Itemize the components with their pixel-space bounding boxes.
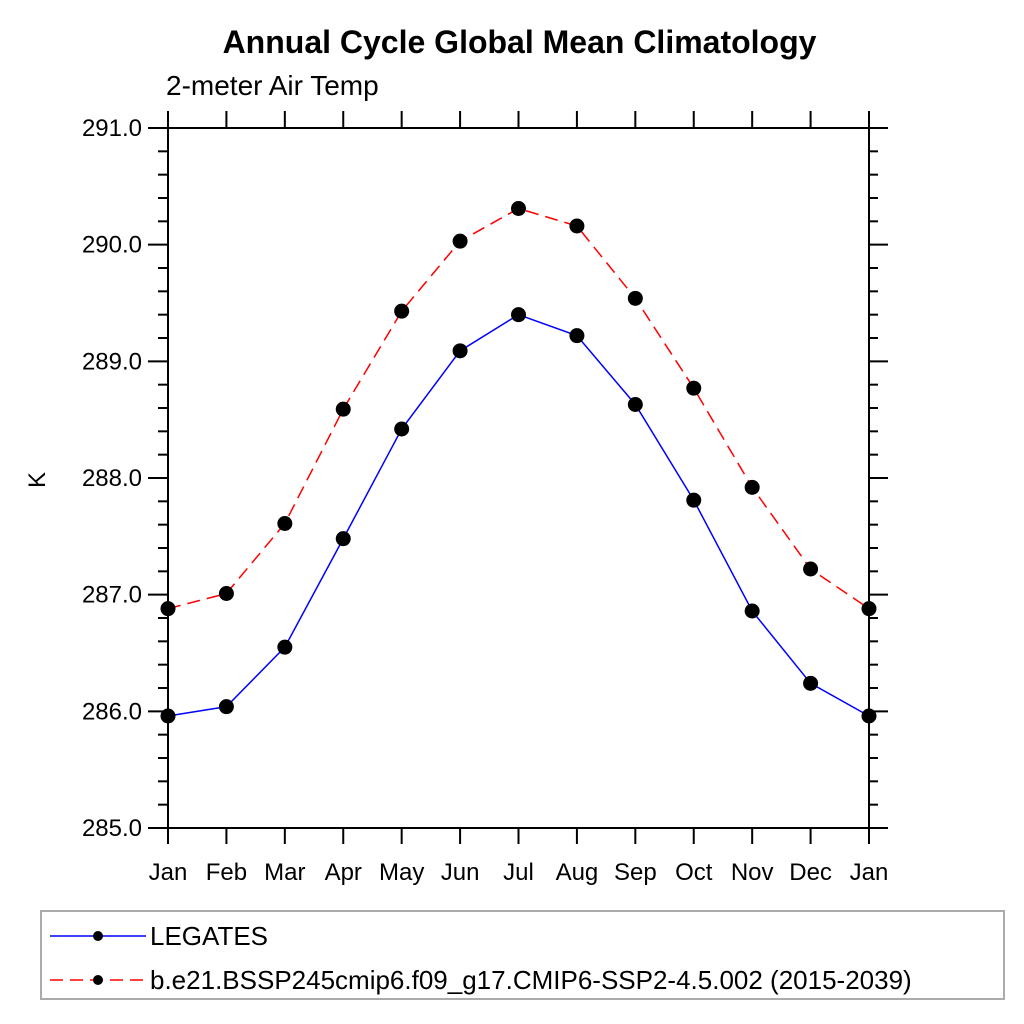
x-tick-label: Jul [503, 859, 534, 886]
series-line-0 [167, 313, 870, 717]
x-tick-label: Feb [206, 859, 247, 886]
data-point-marker [452, 343, 468, 359]
plot-frame [167, 127, 870, 829]
data-point-marker [686, 380, 702, 396]
x-tick-label: Aug [556, 859, 599, 886]
data-point-marker [452, 233, 468, 249]
data-point-marker [744, 603, 760, 619]
legend-entry-legates: LEGATES [48, 920, 269, 951]
y-tick-label: 285.0 [82, 815, 142, 842]
data-point-marker [861, 708, 877, 724]
data-point-marker [394, 303, 410, 319]
data-point-marker [569, 328, 585, 344]
data-point-marker [218, 586, 234, 601]
x-tick-label: Oct [675, 859, 713, 886]
data-point-marker [511, 201, 526, 216]
data-point-marker [686, 492, 702, 508]
chart-title: Annual Cycle Global Mean Climatology [222, 24, 817, 60]
x-tick-label: Dec [789, 859, 832, 886]
legend-label-model: b.e21.BSSP245cmip6.f09_g17.CMIP6-SSP2-4.… [150, 964, 912, 995]
y-tick-label: 291.0 [82, 115, 142, 142]
x-tick-label: Nov [731, 859, 774, 886]
legend-entry-model: b.e21.BSSP245cmip6.f09_g17.CMIP6-SSP2-4.… [48, 964, 912, 995]
data-point-marker [569, 218, 585, 234]
y-tick-label: 287.0 [82, 582, 142, 609]
x-tick-label: Jan [149, 859, 188, 886]
data-point-marker [160, 708, 176, 724]
data-point-marker [744, 479, 760, 495]
data-point-marker [277, 639, 293, 655]
data-point-marker [335, 401, 351, 417]
chart-subtitle: 2-meter Air Temp [166, 70, 379, 101]
y-tick-label: 289.0 [82, 348, 142, 375]
data-point-marker [861, 601, 877, 617]
x-tick-label: May [379, 859, 424, 886]
legend: LEGATES b.e21.BSSP245cmip6.f09_g17.CMIP6… [40, 910, 1005, 1000]
legend-sample-solid-line-icon [50, 931, 146, 941]
data-point-marker [218, 699, 234, 715]
data-point-marker [160, 601, 176, 617]
data-point-marker [335, 531, 351, 547]
x-tick-label: Jun [441, 859, 480, 886]
data-point-marker [627, 397, 643, 412]
series-line-1 [167, 207, 870, 610]
y-tick-label: 290.0 [82, 232, 142, 259]
data-point-marker [627, 290, 643, 306]
x-tick-label: Apr [325, 859, 362, 886]
data-point-marker [394, 421, 410, 437]
legend-label-legates: LEGATES [150, 920, 269, 951]
data-point-marker [277, 516, 293, 531]
data-point-marker [511, 307, 526, 323]
x-tick-label: Sep [614, 859, 657, 886]
x-tick-label: Jan [850, 859, 889, 886]
legend-sample-dashed-line-icon [50, 975, 146, 985]
data-point-marker [803, 561, 819, 577]
data-point-marker [803, 675, 819, 691]
x-tick-label: Mar [264, 859, 305, 886]
y-tick-label: 286.0 [82, 698, 142, 725]
y-tick-label: 288.0 [82, 465, 142, 492]
